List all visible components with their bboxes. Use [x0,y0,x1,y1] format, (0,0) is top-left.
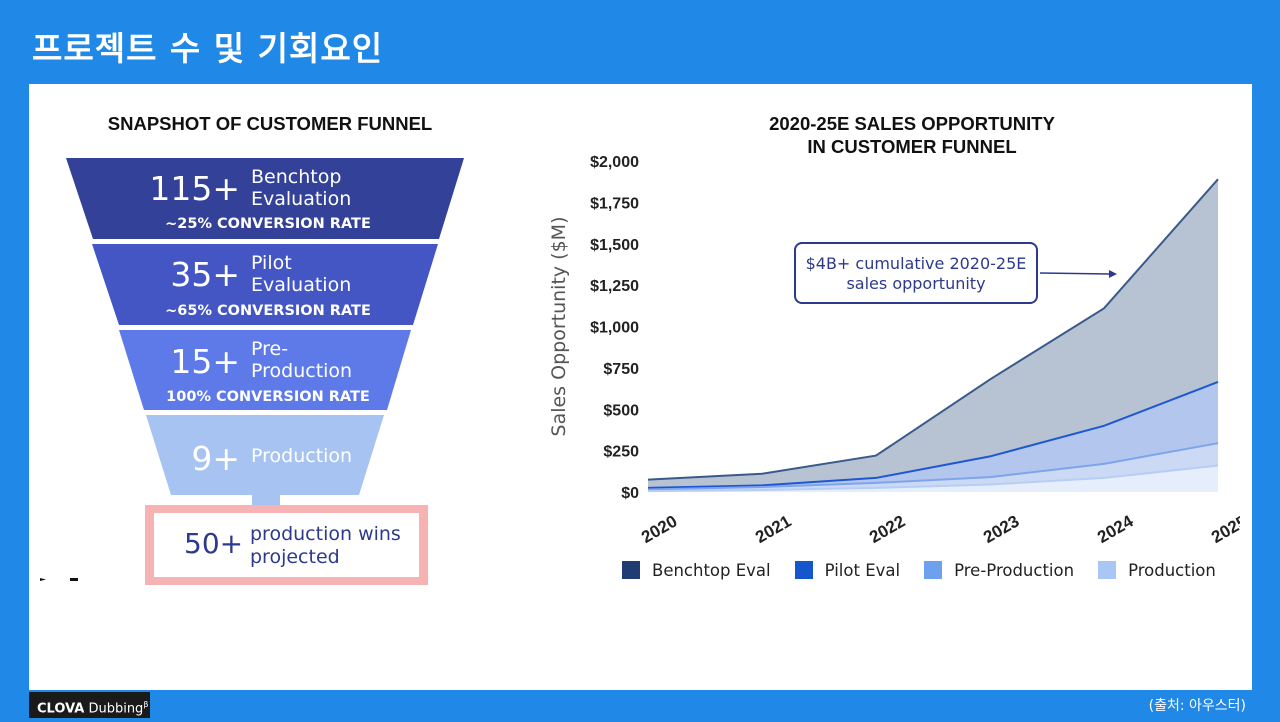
legend-swatch [924,561,943,579]
legend-label: Pilot Eval [824,560,901,580]
legend-label: Benchtop Eval [652,560,771,580]
callout-arrow-line [1039,272,1111,275]
chart-title-line1: 2020-25E SALES OPPORTUNITY [769,113,1055,134]
stage-label-line1: Pre- [251,338,289,360]
legend-swatch [622,561,640,579]
chart-title: 2020-25E SALES OPPORTUNITY IN CUSTOMER F… [712,112,1112,158]
stage-label: Production [251,445,352,467]
funnel-stage-shape [66,158,464,239]
funnel-stage-pilot: 35+ Pilot Evaluation ~65% CONVERSION RAT… [92,244,440,325]
callout-arrow-head [1109,270,1117,278]
source-citation: (출처: 아우스터) [1148,698,1246,714]
funnel-stage-shape [92,244,438,325]
legend-item: Pilot Eval [794,559,901,581]
y-tick-label: $1,250 [590,278,639,295]
wins-count: 50+ [184,527,244,560]
stage-conversion-rate: 100% CONVERSION RATE [166,389,370,405]
wins-label-line2: projected [250,546,340,568]
stage-label-line1: Production [251,445,353,467]
clova-dubbing-logo: CLOVA Dubbingβ [29,692,150,718]
area-production [648,465,1218,492]
series-line-pre-production [647,442,1219,491]
x-tick-label: 2023 [980,512,1022,547]
cumulative-opportunity-callout: $4B+ cumulative 2020-25E sales opportuni… [794,242,1038,304]
funnel-stage-production: 9+ Production [146,415,386,521]
stage-label-line1: Pilot [251,252,292,274]
area-pilot-eval [648,381,1218,492]
y-tick-label: $0 [621,485,639,502]
funnel-heading: SNAPSHOT OF CUSTOMER FUNNEL [107,113,433,134]
stage-label: Pilot Evaluation [251,252,351,296]
production-wins-inner: 50+ production wins projected [154,513,419,577]
legend-label: Pre-Production [954,560,1075,580]
y-tick-label: $1,750 [590,195,639,212]
y-tick-label: $750 [603,361,639,378]
wins-label: production wins projected [250,523,401,569]
stage-count: 35+ [170,255,240,294]
y-tick-label: $2,000 [590,154,639,171]
chart-title-line2: IN CUSTOMER FUNNEL [807,136,1017,157]
y-tick-label: $250 [603,444,639,461]
legend-label: Production [1128,560,1216,580]
y-axis-label: Sales Opportunity ($M) [548,217,570,437]
wins-label-line1: production wins [250,523,401,545]
area-benchtop-eval [648,179,1218,492]
slide-title: 프로젝트 수 및 기회요인 [32,29,384,68]
funnel-stage-shape [119,330,411,410]
stage-conversion-rate: ~65% CONVERSION RATE [165,303,371,319]
legend-item: Benchtop Eval [622,559,771,581]
stage-count: 9+ [191,439,240,478]
x-tick-label: 2021 [752,512,794,547]
legend-item: Production [1098,559,1216,581]
stage-conversion-rate: ~25% CONVERSION RATE [165,216,371,232]
stage-label: Pre- Production [251,338,352,382]
x-tick-label: 2022 [866,512,908,547]
x-tick-label: 2024 [1094,511,1137,547]
callout-line2: sales opportunity [846,274,986,293]
chart-legend: Benchtop Eval Pilot Eval Pre-Production Pro… [622,559,1216,581]
series-line-pilot-eval [647,381,1219,489]
funnel-stage-benchtop: 115+ Benchtop Evaluation ~25% CONVERSION… [66,158,466,239]
x-tick-label: 2025 [1208,512,1240,547]
brand-mark: β [143,700,149,709]
y-tick-label: $500 [603,402,639,419]
stage-label-line1: Benchtop [251,166,342,188]
stage-label-line2: Production [251,360,353,382]
stage-count: 15+ [170,342,240,381]
sales-opportunity-chart: $0 $250 $500 $750 $1,000 $1,250 $1,500 $1,750 $2… [548,154,1240,547]
y-tick-label: $1,000 [590,320,639,337]
legend-item: Pre-Production [924,559,1074,581]
funnel-stage-preproduction: 15+ Pre- Production 100% CONVERSION RATE [119,330,413,410]
x-tick-label: 2020 [638,512,680,547]
series-line-production [647,464,1219,493]
stage-label-line2: Evaluation [251,188,352,210]
legend-swatch [794,561,813,579]
stage-label-line2: Evaluation [251,274,352,296]
small-arrow-mark [40,578,78,581]
production-wins-callout: 50+ production wins projected [145,505,428,585]
stage-label: Benchtop Evaluation [251,166,351,210]
y-tick-label: $1,500 [590,237,639,254]
brand-rest: Dubbing [88,701,144,717]
series-line-benchtop-eval [647,178,1219,481]
stage-count: 115+ [149,169,240,208]
brand-bold: CLOVA [37,701,85,717]
callout-line1: $4B+ cumulative 2020-25E [805,254,1027,273]
legend-swatch [1098,561,1117,579]
